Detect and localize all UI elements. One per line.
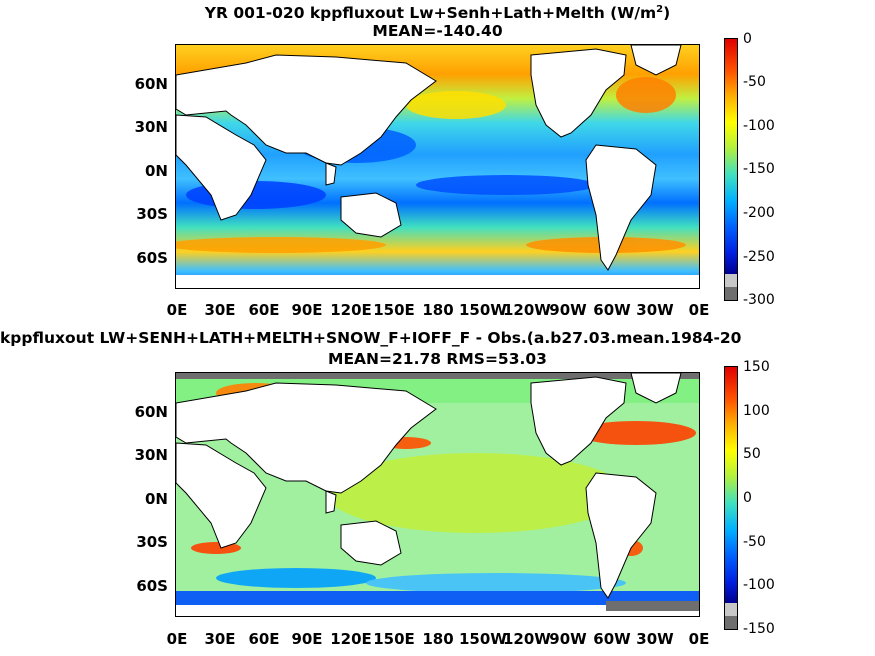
top-lon-label-90e: 90E (291, 301, 323, 319)
top-lat-label-30s: 30S (136, 205, 168, 223)
bottom-lon-label-60w: 60W (593, 630, 631, 648)
bottom-lon-label-180: 180 (422, 630, 454, 648)
bottom-lon-label-30w: 30W (636, 630, 674, 648)
bottom-colorbar-label: -150 (743, 621, 775, 637)
top-lon-label-0e: 0E (166, 301, 188, 319)
bottom-lon-label-0e: 0E (166, 630, 188, 648)
top-lon-label-150w: 150W (459, 301, 507, 319)
bottom-colorbar-label: 0 (743, 490, 752, 506)
top-colorbar-label: -250 (743, 249, 775, 265)
bottom-colorbar-label: -50 (743, 534, 766, 550)
top-colorbar-label: -50 (743, 74, 766, 90)
bottom-colorbar-label: 100 (743, 403, 770, 419)
bottom-lon-label-150e: 150E (373, 630, 415, 648)
bottom-lat-label-0n: 0N (145, 490, 168, 508)
bottom-lat-label-60n: 60N (134, 403, 168, 421)
bottom-map-title: kppfluxout LW+SENH+LATH+MELTH+SNOW_F+IOF… (0, 329, 742, 347)
bottom-lat-label-30n: 30N (134, 446, 168, 464)
top-colorbar-label: -150 (743, 161, 775, 177)
top-colorbar-label: -200 (743, 205, 775, 221)
bottom-lon-label-120w: 120W (503, 630, 551, 648)
top-lon-label-120e: 120E (330, 301, 372, 319)
top-colorbar-label: -100 (743, 118, 775, 134)
bottom-lon-label-90w: 90W (549, 630, 587, 648)
top-lon-label-120w: 120W (503, 301, 551, 319)
top-lon-label-30e: 30E (204, 301, 236, 319)
top-lon-label-90w: 90W (549, 301, 587, 319)
bottom-map-subtitle: MEAN=21.78 RMS=53.03 (328, 350, 547, 368)
bottom-lat-label-30s: 30S (136, 533, 168, 551)
top-lon-label-150e: 150E (373, 301, 415, 319)
bottom-lon-label-90e: 90E (291, 630, 323, 648)
top-lat-label-30n: 30N (134, 118, 168, 136)
bottom-colorbar (724, 366, 738, 630)
bottom-colorbar-label: 150 (743, 359, 770, 375)
top-lon-label-180: 180 (422, 301, 454, 319)
top-colorbar-label: -300 (743, 292, 775, 308)
top-lon-label-60w: 60W (593, 301, 631, 319)
top-map-panel (175, 44, 700, 289)
top-lon-label-30w: 30W (636, 301, 674, 319)
top-colorbar-label: 0 (743, 31, 752, 47)
bottom-lon-label-120e: 120E (330, 630, 372, 648)
top-map-subtitle: MEAN=-140.40 (372, 22, 503, 40)
bottom-lon-label-60e: 60E (248, 630, 280, 648)
top-colorbar (724, 38, 738, 301)
bottom-map-panel (175, 372, 700, 617)
top-lon-label-0e-end: 0E (688, 301, 710, 319)
top-map-title: YR 001-020 kppfluxout Lw+Senh+Lath+Melth… (204, 4, 671, 23)
bottom-lon-label-30e: 30E (204, 630, 236, 648)
bottom-colorbar-label: 50 (743, 446, 761, 462)
bottom-lon-label-150w: 150W (459, 630, 507, 648)
top-lon-label-60e: 60E (248, 301, 280, 319)
top-lat-label-60s: 60S (136, 249, 168, 267)
bottom-lat-label-60s: 60S (136, 577, 168, 595)
top-lat-label-0n: 0N (145, 162, 168, 180)
top-lat-label-60n: 60N (134, 75, 168, 93)
bottom-colorbar-label: -100 (743, 577, 775, 593)
bottom-lon-label-0e-end: 0E (688, 630, 710, 648)
